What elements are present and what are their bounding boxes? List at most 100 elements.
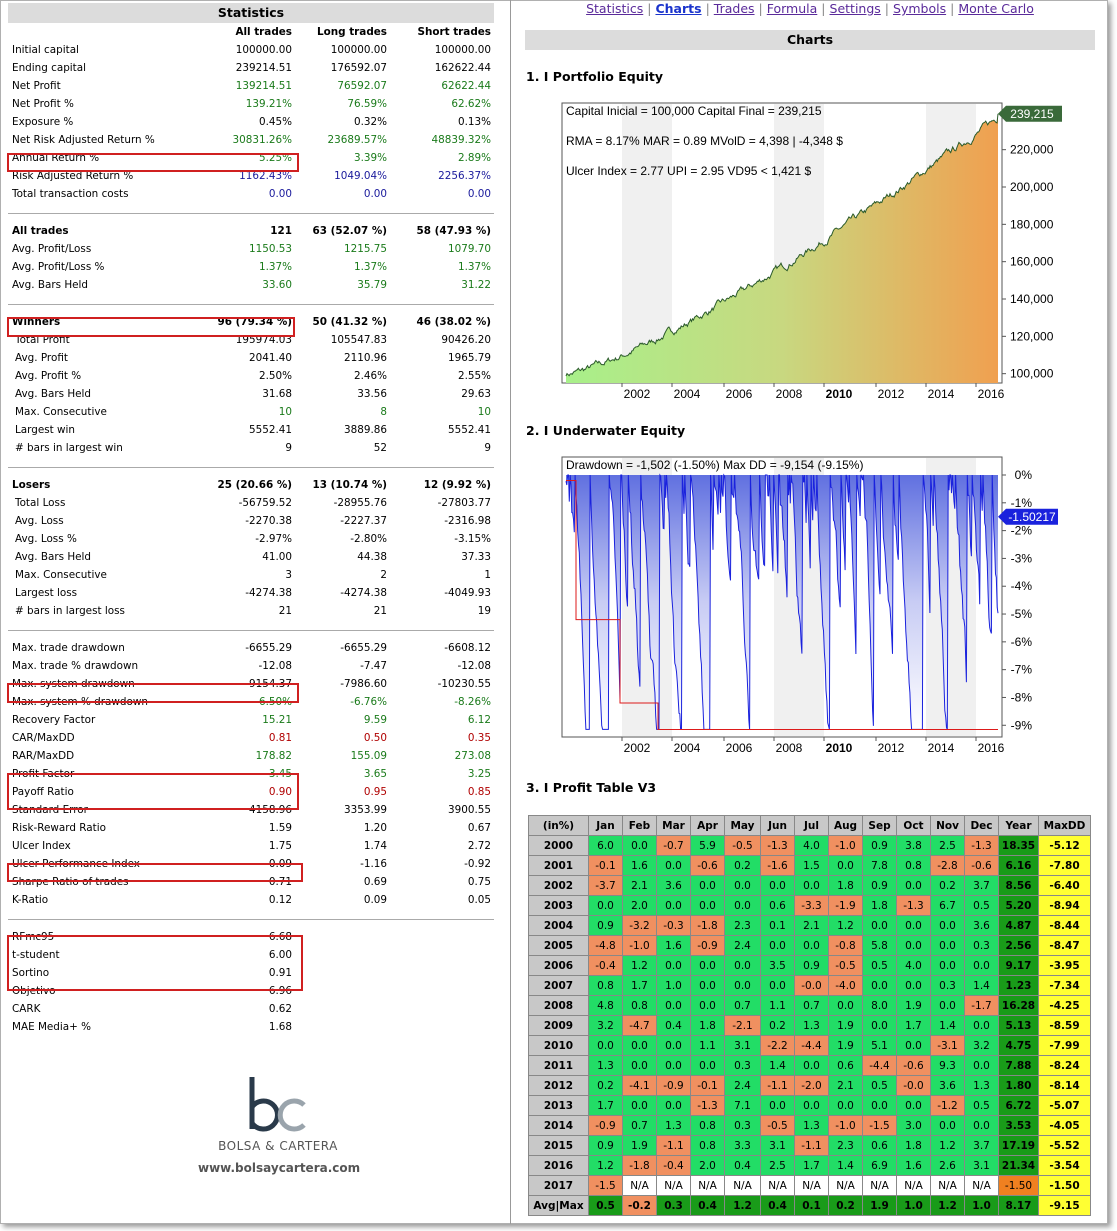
profit-table-cell: 2010 xyxy=(528,1035,589,1056)
stat-label: Avg. Profit xyxy=(15,352,68,364)
profit-table-cell: -4.0 xyxy=(828,975,863,996)
divider xyxy=(8,213,494,214)
stat-value: -10230.55 xyxy=(437,678,491,690)
stat-value: 2.72 xyxy=(467,840,491,852)
profit-table-cell: -1.7 xyxy=(964,995,999,1016)
profit-table-cell: 2.3 xyxy=(828,1135,863,1156)
stat-label: Avg. Profit/Loss % xyxy=(12,261,105,273)
stat-label: Avg. Loss % xyxy=(15,533,77,545)
x-tick-label: 2002 xyxy=(624,741,651,755)
stat-value: 2256.37% xyxy=(438,170,491,182)
nav-link-charts[interactable]: Charts xyxy=(655,1,702,16)
stat-value: 1.74 xyxy=(363,840,387,852)
x-tick-label: 2016 xyxy=(978,387,1005,401)
profit-table-cell: 3.6 xyxy=(930,1075,965,1096)
stat-row: Max. trade % drawdown -12.08 -7.47 -12.08 xyxy=(3,657,503,675)
x-tick-label: 2012 xyxy=(878,741,905,755)
profit-table-cell: 7.1 xyxy=(724,1095,761,1116)
highlight-box-annual-return xyxy=(7,153,299,172)
profit-table-cell: 0.5 xyxy=(964,895,999,916)
stat-value: 0.90 xyxy=(268,786,292,798)
stat-label: RFmc95 xyxy=(12,931,55,943)
profit-table-header-cell: Apr xyxy=(690,815,725,836)
y-tick-label: -5% xyxy=(1011,607,1033,621)
stat-value: 9 xyxy=(484,442,491,454)
section-underwater-equity: 2. I Underwater Equity xyxy=(526,423,686,438)
profit-table-cell: 0.0 xyxy=(760,975,795,996)
profit-table-cell: -0.9 xyxy=(656,1075,691,1096)
stat-value: 1.37% xyxy=(258,261,292,273)
stat-row: MAE Media+ % 1.68 xyxy=(3,1018,503,1036)
stat-value: -12.08 xyxy=(258,660,293,672)
stat-value: 0.05 xyxy=(467,894,491,906)
nav-link-settings[interactable]: Settings xyxy=(829,1,881,16)
stat-label: Total Profit xyxy=(15,334,70,346)
profit-table-cell: 0.0 xyxy=(862,1095,897,1116)
profit-table-cell: 5.1 xyxy=(862,1035,897,1056)
profit-table-cell: 0.8 xyxy=(896,855,931,876)
nav-link-statistics[interactable]: Statistics xyxy=(586,1,644,16)
stat-label: # bars in largest loss xyxy=(15,605,125,617)
profit-table-header-cell: Feb xyxy=(622,815,657,836)
nav-link-monte-carlo[interactable]: Monte Carlo xyxy=(958,1,1034,16)
profit-table-cell: 2001 xyxy=(528,855,589,876)
profit-table-cell: N/A xyxy=(862,1175,897,1196)
stat-label: Max. Consecutive xyxy=(15,406,107,418)
nav-link-formula[interactable]: Formula xyxy=(766,1,818,16)
profit-table-header-cell: Aug xyxy=(828,815,863,836)
profit-table-cell: 9.3 xyxy=(930,1055,965,1076)
stat-value: 2041.40 xyxy=(249,352,292,364)
profit-table-cell: 4.0 xyxy=(794,835,829,856)
nav-link-symbols[interactable]: Symbols xyxy=(893,1,947,16)
profit-table-header-cell: Jul xyxy=(794,815,829,836)
x-tick-label: 2004 xyxy=(674,387,701,401)
stat-value: 35.79 xyxy=(357,279,387,291)
profit-table-cell: 8.17 xyxy=(998,1195,1039,1216)
profit-table-cell: -1.8 xyxy=(622,1155,657,1176)
profit-table-cell: 8.0 xyxy=(862,995,897,1016)
profit-table-cell: 0.7 xyxy=(794,995,829,1016)
stat-value: 48839.32% xyxy=(431,134,491,146)
profit-table-cell: 3.0 xyxy=(896,1115,931,1136)
stat-label: K-Ratio xyxy=(12,894,49,906)
stat-label: Avg. Bars Held xyxy=(15,388,92,400)
profit-table-row: 2014 -0.9 0.7 1.3 0.8 0.3 -0.5 1.3 -1.0 -1.5 3.0 0.… xyxy=(528,1115,1091,1136)
profit-table-cell: 0.5 xyxy=(862,955,897,976)
stat-row: Annual Return % 5.25% 3.39% 2.89% xyxy=(3,149,503,167)
profit-table-cell: -1.5 xyxy=(862,1115,897,1136)
stat-row: Risk-Reward Ratio 1.59 1.20 0.67 xyxy=(3,819,503,837)
stat-value: 90426.20 xyxy=(441,334,491,346)
profit-table-cell: 7.8 xyxy=(862,855,897,876)
logo-name: BOLSA & CARTERA xyxy=(218,1139,338,1153)
stat-label: Avg. Profit % xyxy=(15,370,82,382)
stat-value: 0.75 xyxy=(467,876,491,888)
profit-table-cell: 0.0 xyxy=(828,995,863,1016)
stat-value: 162622.44 xyxy=(434,62,491,74)
stat-value: 121 xyxy=(270,225,292,237)
statistics-title: Statistics xyxy=(8,3,494,23)
divider xyxy=(8,467,494,468)
profit-table-cell: 1.3 xyxy=(794,1015,829,1036)
stat-value: 0.62 xyxy=(268,1003,292,1015)
y-tick-label: 0% xyxy=(1015,468,1033,482)
profit-table-cell: 0.0 xyxy=(794,1095,829,1116)
underwater-line xyxy=(565,473,999,730)
profit-table-cell: -7.80 xyxy=(1038,855,1091,876)
nav-link-trades[interactable]: Trades xyxy=(713,1,755,16)
stat-value: -12.08 xyxy=(457,660,492,672)
stat-value: 155.09 xyxy=(350,750,387,762)
profit-table-cell: 4.75 xyxy=(998,1035,1039,1056)
stat-value: 3.65 xyxy=(363,768,387,780)
profit-table-cell: 0.7 xyxy=(622,1115,657,1136)
profit-table-cell: 2005 xyxy=(528,935,589,956)
profit-table-cell: 0.0 xyxy=(622,1035,657,1056)
stat-label: # bars in largest win xyxy=(15,442,123,454)
profit-table-cell: -4.1 xyxy=(622,1075,657,1096)
max-drawdown-line xyxy=(566,480,998,730)
profit-table-cell: -0.0 xyxy=(896,1075,931,1096)
stat-value: 0.81 xyxy=(268,732,292,744)
profit-table-cell: 0.0 xyxy=(964,955,999,976)
stat-label: Objetivo xyxy=(12,985,56,997)
profit-table-cell: 3.53 xyxy=(998,1115,1039,1136)
profit-table-cell: 0.0 xyxy=(656,1035,691,1056)
